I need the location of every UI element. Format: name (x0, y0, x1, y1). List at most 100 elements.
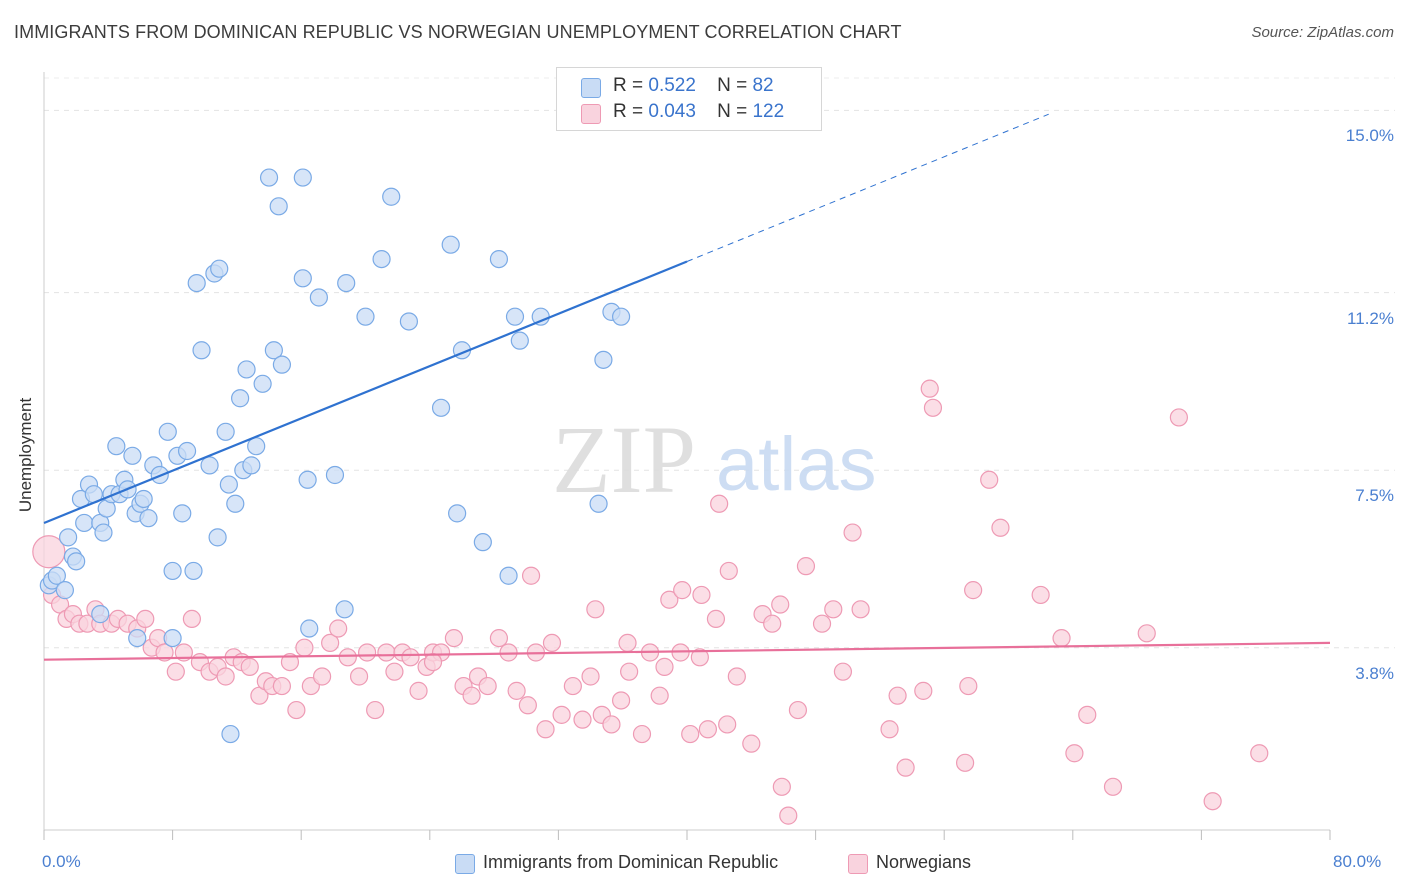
blue-point (298, 470, 317, 489)
pink-point (772, 777, 791, 796)
legend-blue-label: Immigrants from Dominican Republic (483, 852, 779, 872)
pink-point (586, 600, 605, 619)
pink-point (896, 758, 915, 777)
pink-point (888, 686, 907, 705)
pink-point (655, 657, 674, 676)
blue-point (264, 341, 283, 360)
blue-point (259, 168, 279, 187)
pink-point (824, 600, 843, 619)
blue-point (473, 533, 492, 552)
pink-point (955, 753, 975, 772)
blue-point (510, 331, 529, 350)
pink-point (1065, 744, 1084, 763)
blue-point (399, 312, 419, 331)
blue-point (611, 307, 631, 326)
pink-point (518, 696, 537, 715)
pink-point (1137, 624, 1156, 643)
blue-point (91, 605, 110, 624)
pink-point (155, 643, 174, 662)
pink-point (851, 600, 870, 619)
blue-point (67, 552, 86, 571)
pink-point (552, 705, 571, 724)
pink-point (358, 643, 377, 662)
pink-point (727, 667, 746, 686)
pink-point (771, 595, 790, 614)
pink-point (573, 710, 592, 729)
pink-point (377, 643, 396, 662)
blue-point (337, 273, 356, 293)
blue-point (242, 456, 261, 475)
blue-point (253, 374, 272, 393)
watermark-atlas: atlas (716, 422, 877, 507)
pink-point (920, 379, 939, 398)
blue-point (163, 629, 182, 648)
pink-point (478, 676, 497, 696)
pink-n-value: 122 (752, 101, 785, 122)
pink-point (507, 681, 526, 700)
blue-point (431, 398, 451, 417)
pink-point (718, 715, 737, 734)
blue-point (192, 341, 211, 360)
blue-point (134, 489, 153, 509)
pink-point (706, 609, 726, 629)
blue-point (47, 566, 66, 585)
x-tick-max: 80.0% (1333, 852, 1382, 871)
blue-point (163, 561, 182, 581)
pink-point (349, 667, 369, 686)
blue-point (499, 566, 518, 585)
blue-point (441, 235, 460, 254)
blue-point (335, 600, 354, 619)
pink-point (796, 557, 816, 576)
legend-pink-label: Norwegians (876, 852, 972, 872)
blue-trend-extension (686, 113, 1049, 262)
pink-point (763, 614, 782, 633)
pink-point (690, 648, 709, 667)
blue-point (356, 307, 375, 326)
pink-point (489, 629, 509, 648)
pink-point (444, 629, 464, 648)
blue-point (139, 509, 158, 528)
blue-point (128, 629, 147, 648)
blue-point (59, 528, 78, 547)
y-tick-label: 15.0% (1345, 126, 1394, 146)
pink-points (32, 379, 1269, 825)
pink-point (1103, 777, 1123, 796)
pink-point (32, 535, 66, 569)
pink-point (620, 662, 639, 681)
blue-point (221, 724, 240, 744)
pink-point (280, 652, 300, 672)
blue-point (184, 561, 203, 581)
blue-point (216, 422, 235, 441)
pink-point (692, 585, 711, 605)
watermark-zip: ZIP (552, 406, 696, 513)
pink-point (409, 681, 428, 700)
blue-r-label: R = (613, 75, 644, 96)
y-tick-label: 11.2% (1347, 308, 1394, 328)
blue-point (158, 422, 177, 441)
pink-point (673, 581, 692, 600)
pink-point (742, 734, 761, 753)
y-axis-label: Unemployment (16, 397, 35, 513)
blue-point (372, 250, 391, 269)
pink-n-label: N = (717, 101, 748, 122)
blue-point (269, 197, 288, 216)
pink-point (1169, 408, 1188, 427)
blue-point (210, 259, 229, 278)
blue-point (208, 528, 227, 547)
blue-point (177, 441, 197, 461)
trend-layer (43, 113, 1331, 661)
blue-point (200, 456, 219, 475)
pink-point (611, 691, 631, 710)
blue-point (75, 513, 94, 533)
blue-point (589, 494, 608, 513)
chart-title: IMMIGRANTS FROM DOMINICAN REPUBLIC VS NO… (14, 22, 902, 42)
pink-point (542, 633, 562, 652)
pink-point (964, 581, 983, 600)
pink-point (136, 609, 155, 629)
pink-point (401, 648, 420, 667)
pink-point (423, 652, 443, 672)
pink-point (563, 676, 582, 696)
pink-point (312, 667, 332, 686)
pink-point (338, 648, 357, 667)
